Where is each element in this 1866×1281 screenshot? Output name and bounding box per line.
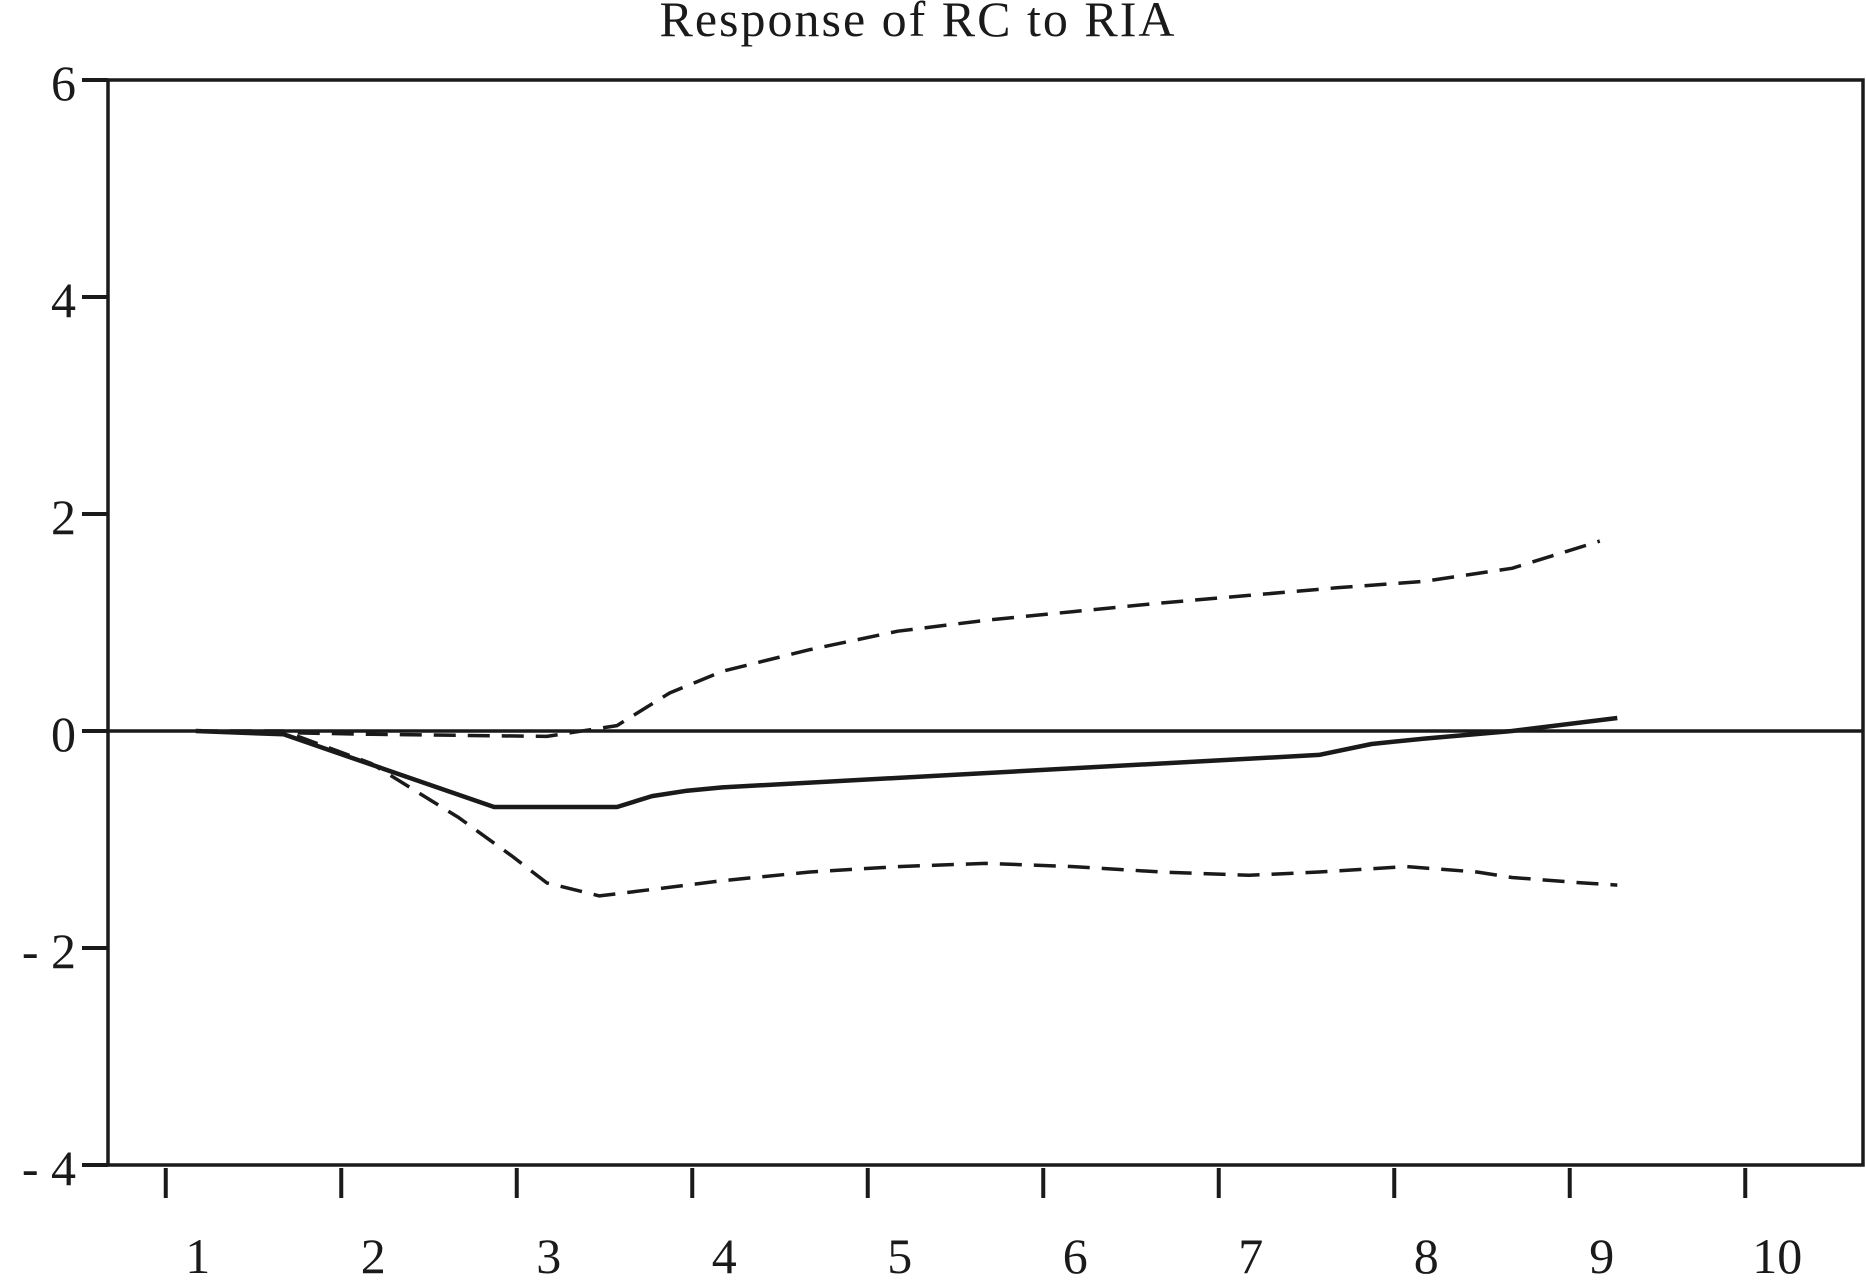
x-tick-label: 10 xyxy=(1752,1228,1802,1281)
response-line xyxy=(195,715,1618,810)
y-tick-label: - 4 xyxy=(22,1140,76,1196)
x-tick-label: 9 xyxy=(1589,1228,1614,1281)
chart-title: Response of RC to RIA xyxy=(660,0,1177,47)
y-tick-label: 0 xyxy=(51,706,76,762)
upper-band-line xyxy=(195,539,1601,739)
x-tick-label: 8 xyxy=(1414,1228,1439,1281)
x-tick-label: 7 xyxy=(1238,1228,1263,1281)
x-tick-label: 1 xyxy=(185,1228,210,1281)
lower-band-line xyxy=(195,729,1618,898)
plot-frame xyxy=(106,78,1865,1167)
y-tick-label: - 2 xyxy=(22,923,76,979)
x-tick-label: 6 xyxy=(1063,1228,1088,1281)
x-axis: 1 2 3 4 5 6 7 8 9 10 xyxy=(163,1168,1802,1281)
y-axis: 6 4 2 0 - 2 - 4 xyxy=(22,55,108,1196)
series-lines xyxy=(195,539,1618,898)
y-tick-label: 2 xyxy=(51,489,76,545)
y-tick-label: 6 xyxy=(51,55,76,111)
x-tick-label: 5 xyxy=(887,1228,912,1281)
x-tick-label: 4 xyxy=(712,1228,737,1281)
x-tick-label: 2 xyxy=(361,1228,386,1281)
y-tick-label: 4 xyxy=(51,272,76,328)
x-tick-label: 3 xyxy=(536,1228,561,1281)
